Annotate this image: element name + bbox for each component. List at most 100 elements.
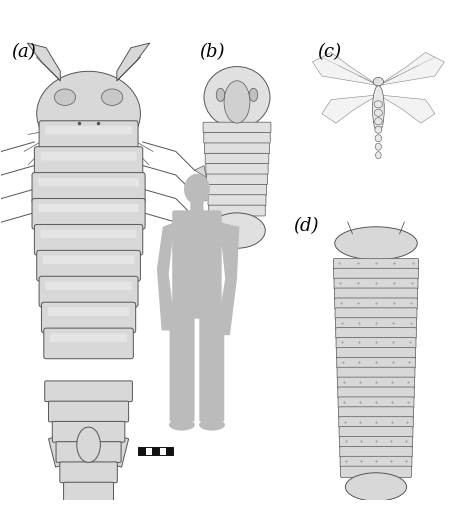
Ellipse shape: [375, 126, 382, 133]
FancyBboxPatch shape: [340, 457, 412, 468]
FancyBboxPatch shape: [56, 442, 121, 462]
FancyBboxPatch shape: [203, 122, 271, 133]
Ellipse shape: [184, 174, 210, 204]
FancyBboxPatch shape: [52, 422, 125, 442]
FancyBboxPatch shape: [334, 268, 419, 280]
FancyBboxPatch shape: [340, 446, 412, 458]
Ellipse shape: [335, 227, 417, 260]
FancyBboxPatch shape: [39, 276, 138, 307]
FancyBboxPatch shape: [336, 338, 416, 349]
Ellipse shape: [224, 81, 250, 123]
Text: (c): (c): [317, 43, 341, 61]
FancyBboxPatch shape: [60, 462, 117, 482]
Polygon shape: [322, 95, 378, 123]
FancyBboxPatch shape: [207, 174, 267, 185]
Polygon shape: [195, 189, 206, 201]
Ellipse shape: [36, 71, 140, 156]
Polygon shape: [195, 166, 206, 177]
FancyBboxPatch shape: [205, 153, 269, 164]
FancyBboxPatch shape: [333, 258, 419, 270]
FancyBboxPatch shape: [209, 205, 265, 216]
FancyBboxPatch shape: [32, 198, 145, 229]
FancyBboxPatch shape: [44, 328, 133, 359]
FancyBboxPatch shape: [204, 133, 270, 143]
Ellipse shape: [199, 419, 225, 431]
Polygon shape: [378, 95, 435, 123]
Bar: [138, 447, 145, 455]
Ellipse shape: [373, 86, 384, 133]
FancyBboxPatch shape: [39, 121, 138, 151]
FancyBboxPatch shape: [35, 224, 143, 255]
FancyBboxPatch shape: [40, 152, 137, 160]
FancyBboxPatch shape: [204, 143, 270, 154]
Polygon shape: [378, 52, 444, 86]
Bar: [145, 447, 152, 455]
FancyBboxPatch shape: [41, 302, 136, 333]
FancyBboxPatch shape: [339, 426, 413, 438]
Ellipse shape: [374, 101, 383, 108]
Text: (b): (b): [199, 43, 225, 61]
Ellipse shape: [374, 118, 382, 125]
FancyBboxPatch shape: [337, 377, 415, 388]
FancyBboxPatch shape: [32, 172, 145, 203]
FancyBboxPatch shape: [40, 230, 137, 238]
FancyBboxPatch shape: [172, 211, 222, 318]
FancyBboxPatch shape: [334, 288, 418, 299]
FancyBboxPatch shape: [45, 281, 132, 290]
Ellipse shape: [375, 135, 382, 142]
Bar: [152, 447, 159, 455]
Ellipse shape: [375, 152, 381, 159]
FancyBboxPatch shape: [340, 466, 411, 478]
FancyBboxPatch shape: [48, 401, 128, 422]
Ellipse shape: [346, 473, 407, 501]
Ellipse shape: [169, 419, 195, 431]
Ellipse shape: [375, 143, 382, 150]
FancyBboxPatch shape: [199, 315, 224, 422]
Ellipse shape: [77, 427, 100, 462]
FancyBboxPatch shape: [339, 417, 413, 428]
FancyBboxPatch shape: [335, 298, 417, 309]
FancyBboxPatch shape: [170, 315, 195, 422]
FancyBboxPatch shape: [337, 357, 415, 369]
Bar: [159, 447, 166, 455]
FancyBboxPatch shape: [337, 348, 416, 359]
FancyBboxPatch shape: [338, 387, 414, 398]
Text: (d): (d): [293, 217, 319, 235]
FancyBboxPatch shape: [45, 381, 132, 402]
Ellipse shape: [209, 213, 265, 248]
FancyBboxPatch shape: [207, 185, 267, 195]
FancyBboxPatch shape: [208, 195, 266, 206]
FancyBboxPatch shape: [336, 318, 417, 329]
Ellipse shape: [373, 77, 383, 86]
Polygon shape: [89, 427, 128, 467]
Polygon shape: [195, 213, 206, 224]
Ellipse shape: [55, 89, 76, 105]
Polygon shape: [117, 43, 150, 81]
FancyBboxPatch shape: [338, 397, 414, 408]
Ellipse shape: [216, 88, 225, 102]
FancyBboxPatch shape: [191, 196, 203, 211]
Polygon shape: [27, 43, 60, 81]
Polygon shape: [195, 236, 206, 248]
Ellipse shape: [204, 67, 270, 128]
Polygon shape: [48, 427, 89, 467]
FancyBboxPatch shape: [45, 126, 132, 134]
FancyBboxPatch shape: [43, 256, 134, 264]
Polygon shape: [157, 222, 176, 331]
FancyBboxPatch shape: [50, 333, 127, 342]
FancyBboxPatch shape: [337, 367, 415, 379]
FancyBboxPatch shape: [336, 327, 416, 339]
Ellipse shape: [249, 88, 258, 102]
Ellipse shape: [374, 109, 383, 116]
Polygon shape: [216, 222, 239, 335]
FancyBboxPatch shape: [334, 278, 418, 289]
FancyBboxPatch shape: [36, 250, 140, 281]
FancyBboxPatch shape: [338, 407, 414, 418]
FancyBboxPatch shape: [47, 307, 129, 316]
FancyBboxPatch shape: [35, 147, 143, 177]
Text: (a): (a): [11, 43, 36, 61]
FancyBboxPatch shape: [335, 308, 417, 319]
Ellipse shape: [101, 89, 123, 105]
FancyBboxPatch shape: [38, 204, 139, 212]
Bar: [166, 447, 173, 455]
